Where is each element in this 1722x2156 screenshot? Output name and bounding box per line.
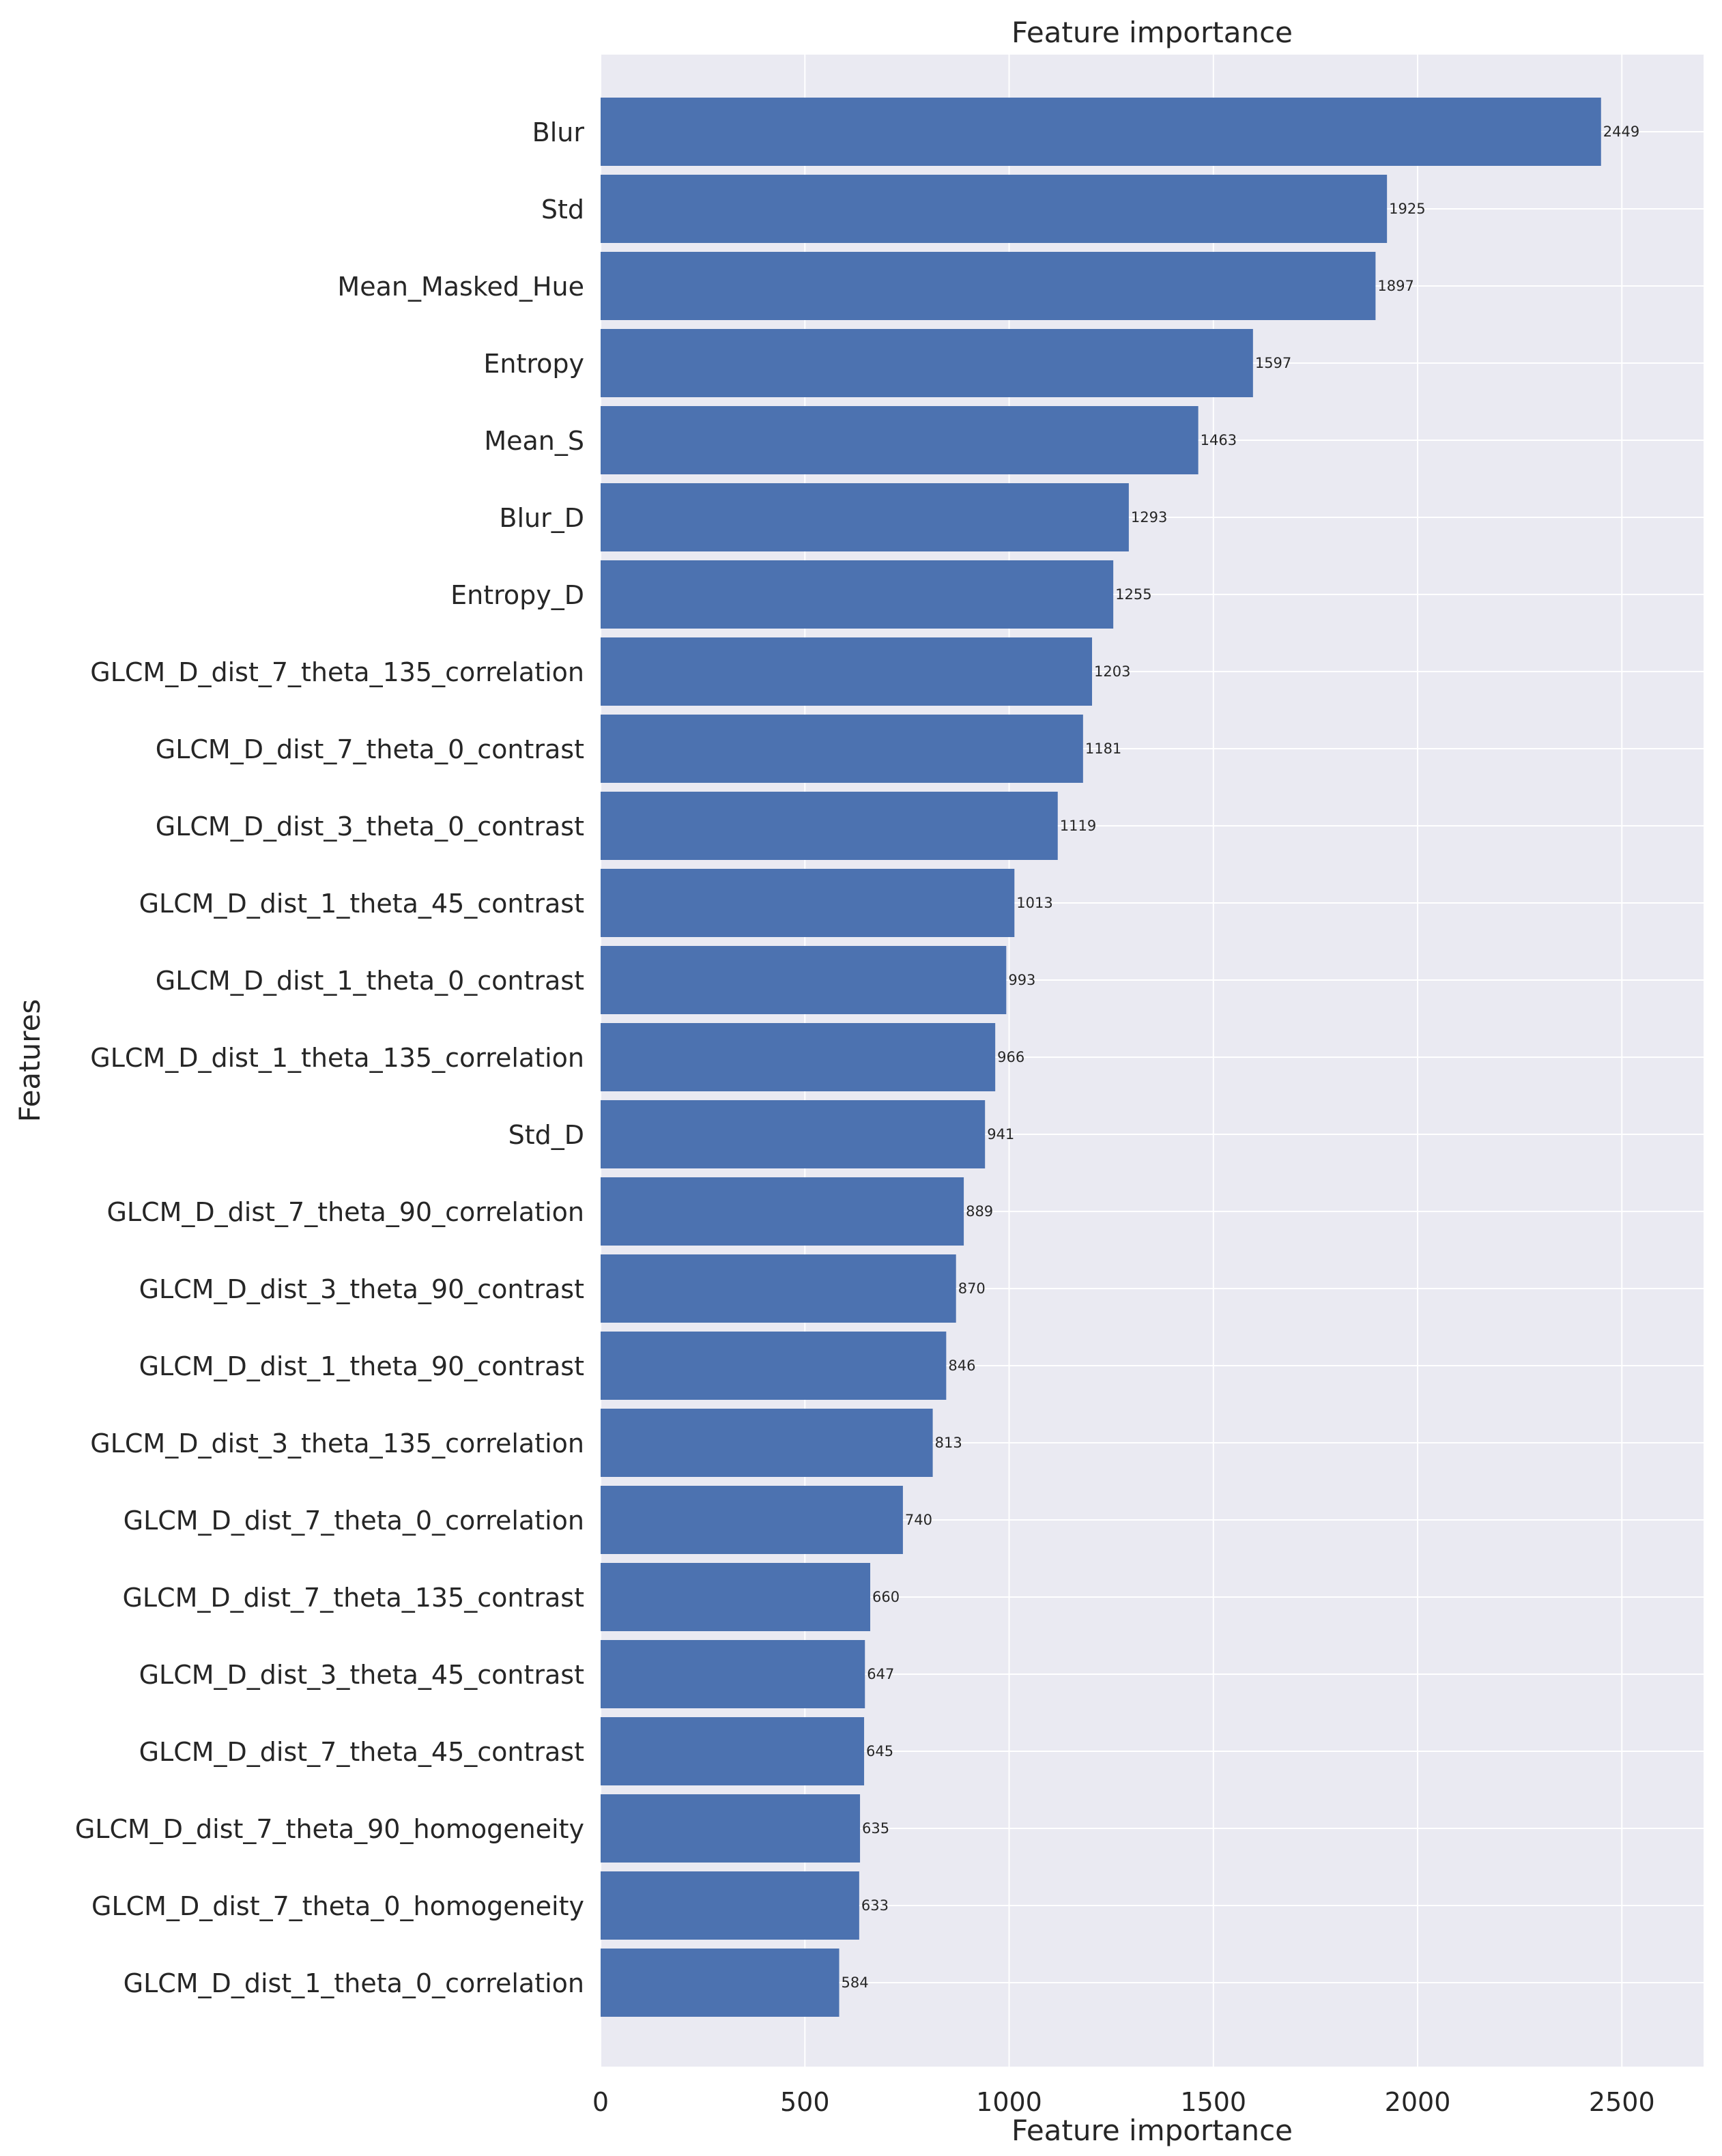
bar bbox=[601, 715, 1083, 783]
bar bbox=[601, 329, 1253, 397]
bar-value-label: 1463 bbox=[1201, 432, 1237, 448]
bar-value-label: 1597 bbox=[1255, 355, 1291, 371]
bar bbox=[601, 175, 1388, 243]
bar-value-label: 1925 bbox=[1389, 201, 1425, 217]
x-tick-label: 1500 bbox=[1180, 2087, 1246, 2117]
bar-value-label: 2449 bbox=[1603, 124, 1639, 140]
y-tick-label: GLCM_D_dist_7_theta_45_contrast bbox=[139, 1737, 584, 1767]
x-tick-labels: 0 500 1000 1500 2000 2500 bbox=[592, 2087, 1655, 2117]
bar bbox=[601, 1254, 956, 1323]
bar bbox=[601, 946, 1007, 1014]
bar-value-label: 1293 bbox=[1131, 509, 1167, 526]
y-tick-label: GLCM_D_dist_7_theta_0_correlation bbox=[124, 1506, 584, 1536]
bar bbox=[601, 98, 1601, 166]
y-tick-label: GLCM_D_dist_7_theta_135_correlation bbox=[90, 657, 584, 687]
bar-value-label: 645 bbox=[866, 1743, 893, 1759]
x-tick-label: 1000 bbox=[976, 2087, 1042, 2117]
y-tick-label: GLCM_D_dist_3_theta_0_contrast bbox=[156, 811, 584, 842]
bar bbox=[601, 1409, 933, 1477]
bar-value-label: 1181 bbox=[1085, 741, 1121, 757]
x-tick-label: 2000 bbox=[1385, 2087, 1451, 2117]
bar-value-label: 889 bbox=[966, 1203, 993, 1220]
y-tick-label: GLCM_D_dist_7_theta_0_contrast bbox=[156, 734, 584, 764]
bar bbox=[601, 560, 1114, 629]
bar bbox=[601, 1332, 947, 1400]
x-tick-label: 0 bbox=[592, 2087, 609, 2117]
bar-value-label: 870 bbox=[958, 1280, 986, 1297]
y-tick-label: Std_D bbox=[508, 1120, 584, 1150]
bar-value-label: 635 bbox=[862, 1820, 889, 1837]
bar bbox=[601, 792, 1058, 860]
bar-value-label: 740 bbox=[905, 1512, 932, 1528]
x-tick-label: 500 bbox=[780, 2087, 830, 2117]
y-tick-label: Blur_D bbox=[499, 503, 584, 533]
bar-value-label: 1203 bbox=[1094, 663, 1130, 680]
chart-title: Feature importance bbox=[1011, 16, 1293, 49]
bar-value-label: 647 bbox=[867, 1666, 894, 1682]
bar bbox=[601, 1100, 986, 1168]
bar bbox=[601, 1871, 859, 1940]
bar bbox=[601, 1640, 865, 1708]
bar-value-label: 584 bbox=[842, 1974, 869, 1991]
bar bbox=[601, 483, 1129, 551]
bar bbox=[601, 1563, 871, 1631]
y-axis-label: Features bbox=[13, 999, 46, 1123]
y-tick-label: Std bbox=[541, 195, 584, 225]
y-tick-label: Entropy bbox=[483, 349, 584, 379]
bar-value-label: 633 bbox=[861, 1897, 889, 1914]
y-tick-label: Entropy_D bbox=[450, 580, 584, 610]
bar-value-label: 1119 bbox=[1060, 818, 1096, 834]
y-tick-label: GLCM_D_dist_3_theta_45_contrast bbox=[139, 1660, 584, 1690]
y-tick-label: GLCM_D_dist_1_theta_135_correlation bbox=[90, 1043, 584, 1073]
bar bbox=[601, 1177, 964, 1246]
x-tick-label: 2500 bbox=[1589, 2087, 1655, 2117]
bar bbox=[601, 1023, 996, 1091]
y-tick-label: GLCM_D_dist_1_theta_0_contrast bbox=[156, 966, 584, 996]
y-tick-label: Mean_Masked_Hue bbox=[337, 272, 584, 302]
bar-value-label: 813 bbox=[935, 1435, 962, 1451]
y-tick-label: Mean_S bbox=[484, 426, 584, 456]
y-tick-label: GLCM_D_dist_7_theta_0_homogeneity bbox=[91, 1891, 584, 1921]
bars bbox=[601, 98, 1601, 2017]
bar bbox=[601, 406, 1199, 474]
bar bbox=[601, 1717, 865, 1785]
bar-value-label: 1255 bbox=[1115, 586, 1151, 603]
bar-value-label: 966 bbox=[997, 1049, 1024, 1065]
bar-value-label: 660 bbox=[872, 1589, 900, 1605]
bar-value-label: 1013 bbox=[1016, 895, 1052, 911]
bar-value-label: 846 bbox=[948, 1357, 975, 1374]
bar bbox=[601, 637, 1093, 706]
bar-value-label: 941 bbox=[987, 1126, 1014, 1142]
bar-value-label: 993 bbox=[1008, 972, 1035, 988]
y-tick-label: GLCM_D_dist_7_theta_90_homogeneity bbox=[75, 1814, 584, 1844]
y-tick-label: GLCM_D_dist_1_theta_90_contrast bbox=[139, 1351, 584, 1381]
y-tick-label: GLCM_D_dist_3_theta_90_contrast bbox=[139, 1274, 584, 1304]
bar bbox=[601, 869, 1015, 937]
value-labels: 2449 1925 1897 1597 1463 1293 1255 1203 1181 1119… bbox=[842, 124, 1640, 1991]
y-tick-label: GLCM_D_dist_1_theta_45_contrast bbox=[139, 889, 584, 919]
y-tick-label: GLCM_D_dist_3_theta_135_correlation bbox=[90, 1428, 584, 1458]
bar-value-label: 1897 bbox=[1377, 278, 1414, 294]
bar bbox=[601, 1949, 840, 2017]
y-tick-label: GLCM_D_dist_7_theta_135_contrast bbox=[122, 1583, 584, 1613]
x-axis-label: Feature importance bbox=[1011, 2114, 1293, 2147]
bar bbox=[601, 252, 1376, 320]
bar bbox=[601, 1486, 903, 1554]
y-tick-label: GLCM_D_dist_7_theta_90_correlation bbox=[106, 1197, 584, 1227]
y-tick-label: Blur bbox=[532, 117, 585, 147]
y-tick-label: GLCM_D_dist_1_theta_0_correlation bbox=[124, 1968, 584, 1998]
y-tick-labels: Blur Std Mean_Masked_Hue Entropy Mean_S Blur_… bbox=[75, 117, 585, 1998]
bar bbox=[601, 1794, 861, 1863]
